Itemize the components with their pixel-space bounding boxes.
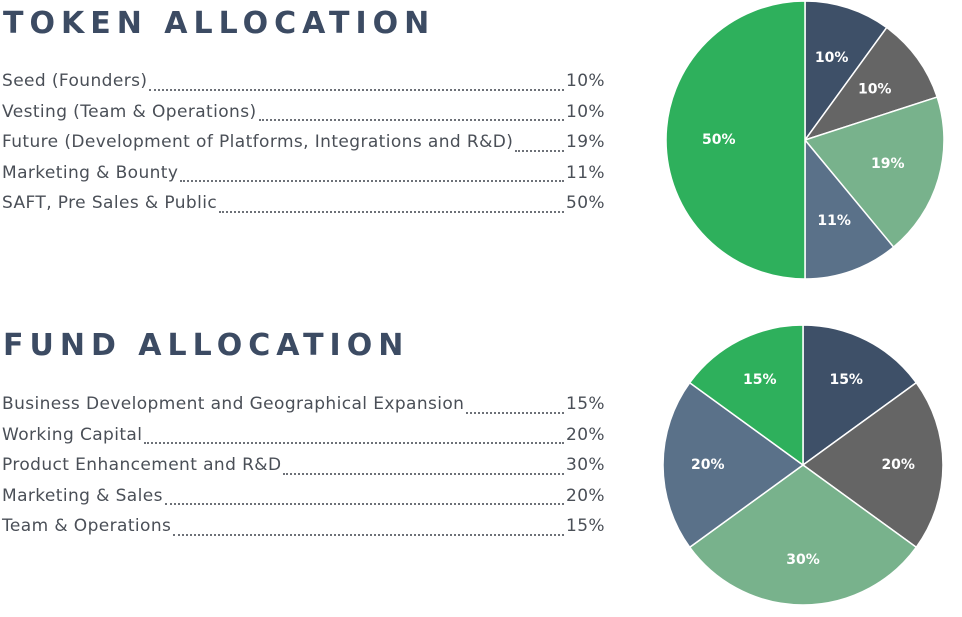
pie-slice xyxy=(804,137,895,280)
list-item-label: Future (Development of Platforms, Integr… xyxy=(2,132,514,152)
list-item-value: 15% xyxy=(566,516,605,536)
pie-slice xyxy=(662,381,805,549)
dot-leader xyxy=(466,411,564,414)
pie-slice-label: 20% xyxy=(881,457,915,473)
fund-allocation-title: FUND ALLOCATION xyxy=(3,328,410,363)
dot-leader xyxy=(283,472,564,475)
fund-allocation-pie-chart: 15% 20% 30% 20% 15% xyxy=(662,324,944,606)
pie-slice xyxy=(802,324,918,467)
token-allocation-title: TOKEN ALLOCATION xyxy=(3,6,436,41)
pie-slice xyxy=(803,96,945,249)
list-item: Vesting (Team & Operations) 10% xyxy=(2,100,610,131)
pie-slice-label: 11% xyxy=(817,213,851,229)
list-item-label: Working Capital xyxy=(2,424,143,445)
list-item-value: 19% xyxy=(566,132,605,152)
token-allocation-list: Seed (Founders) 10% Vesting (Team & Oper… xyxy=(2,69,610,222)
list-item: Marketing & Sales 20% xyxy=(2,484,610,515)
list-item: Seed (Founders) 10% xyxy=(2,69,610,100)
pie-slice-label: 19% xyxy=(871,156,905,172)
fund-allocation-list: Business Development and Geographical Ex… xyxy=(2,392,610,545)
list-item: Marketing & Bounty 11% xyxy=(2,161,610,192)
dot-leader xyxy=(144,441,564,444)
pie-slice-label: 30% xyxy=(786,552,820,568)
dot-leader xyxy=(258,118,564,121)
dot-leader xyxy=(164,502,564,505)
pie-slice xyxy=(665,0,806,280)
pie-slice xyxy=(688,324,804,467)
list-item: Team & Operations 15% xyxy=(2,514,610,545)
list-item-value: 20% xyxy=(566,424,605,445)
list-item-value: 10% xyxy=(566,101,605,122)
pie-slice-label: 15% xyxy=(743,372,777,388)
list-item: Working Capital 20% xyxy=(2,423,610,454)
pie-slice-label: 10% xyxy=(815,50,849,66)
list-item-label: Team & Operations xyxy=(2,516,172,536)
list-item-value: 10% xyxy=(566,71,605,91)
list-item-value: 15% xyxy=(566,394,605,414)
dot-leader xyxy=(173,533,564,536)
list-item: SAFT, Pre Sales & Public 50% xyxy=(2,191,610,222)
list-item-value: 30% xyxy=(566,455,605,475)
list-item-label: SAFT, Pre Sales & Public xyxy=(2,193,218,213)
dot-leader xyxy=(180,179,564,182)
dot-leader xyxy=(515,149,564,152)
pie-slice-label: 20% xyxy=(691,457,725,473)
pie-slice-label: 50% xyxy=(702,132,736,148)
list-item: Future (Development of Platforms, Integr… xyxy=(2,130,610,161)
list-item-label: Marketing & Sales xyxy=(2,485,163,506)
list-item-label: Product Enhancement and R&D xyxy=(2,455,282,475)
list-item-value: 11% xyxy=(566,162,605,183)
list-item-label: Marketing & Bounty xyxy=(2,162,179,183)
pie-slice-label: 10% xyxy=(858,81,892,97)
list-item-label: Vesting (Team & Operations) xyxy=(2,101,257,122)
pie-slice xyxy=(801,381,944,549)
pie-slice xyxy=(688,464,918,606)
list-item-label: Seed (Founders) xyxy=(2,71,148,91)
list-item-value: 50% xyxy=(566,193,605,213)
token-allocation-pie-chart: 10% 10% 19% 11% 50% xyxy=(665,0,945,280)
pie-slice xyxy=(803,26,939,142)
list-item: Business Development and Geographical Ex… xyxy=(2,392,610,423)
dot-leader xyxy=(219,210,564,213)
pie-slice-label: 15% xyxy=(829,372,863,388)
pie-slice xyxy=(804,0,888,143)
list-item: Product Enhancement and R&D 30% xyxy=(2,453,610,484)
list-item-label: Business Development and Geographical Ex… xyxy=(2,394,465,414)
dot-leader xyxy=(149,88,564,91)
list-item-value: 20% xyxy=(566,485,605,506)
